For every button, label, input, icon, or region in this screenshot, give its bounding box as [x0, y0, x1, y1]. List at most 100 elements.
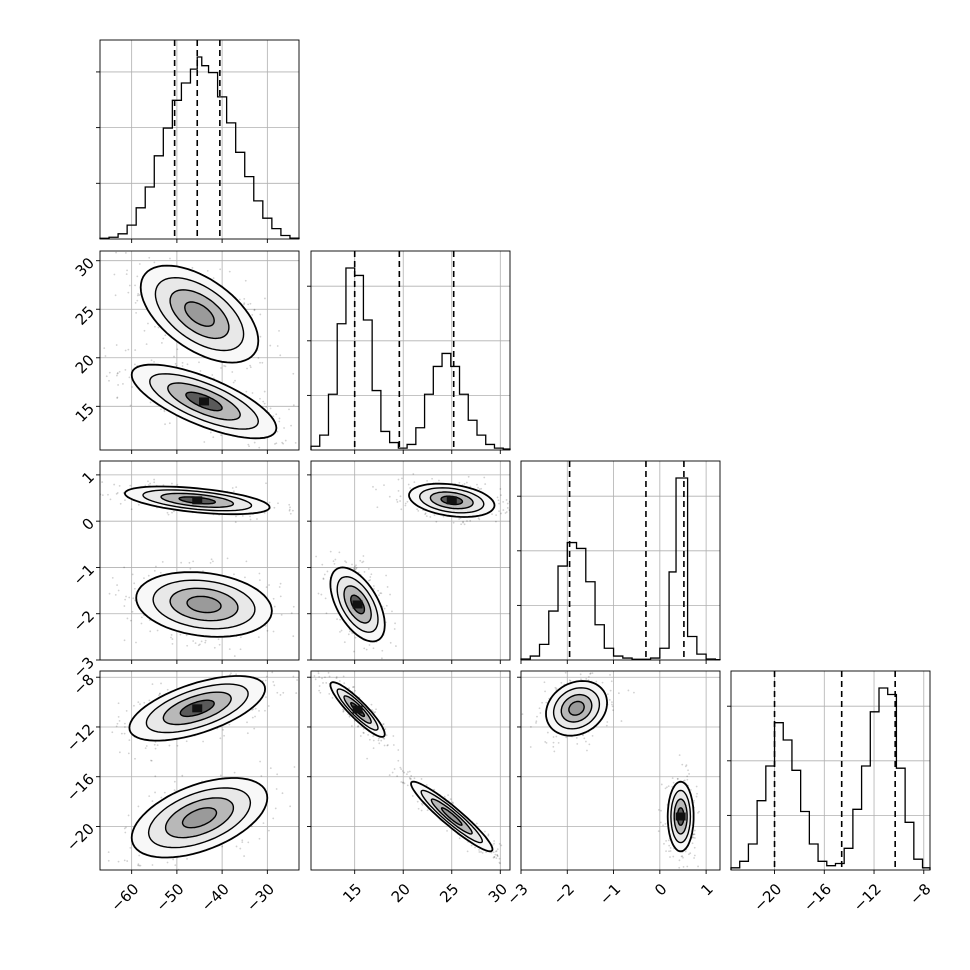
sample-point	[320, 593, 323, 596]
sample-point	[387, 744, 389, 746]
hist-3-background	[731, 671, 930, 870]
sample-point	[388, 774, 391, 777]
sample-point	[176, 483, 179, 486]
sample-point	[254, 715, 256, 718]
sample-point	[496, 854, 499, 857]
sample-point	[171, 642, 174, 645]
sample-point	[689, 788, 692, 791]
sample-point	[375, 488, 377, 491]
sample-point	[362, 731, 365, 734]
sample-point	[412, 473, 415, 475]
sample-point	[101, 494, 104, 496]
sample-point	[529, 725, 532, 728]
sample-point	[664, 822, 667, 825]
sample-point	[268, 584, 270, 586]
density-contour	[186, 595, 222, 614]
sample-point	[689, 852, 692, 855]
sample-point	[212, 277, 215, 279]
sample-point	[698, 810, 700, 813]
sample-point	[678, 754, 681, 757]
sample-point	[328, 693, 331, 695]
sample-point	[228, 648, 231, 651]
sample-point	[254, 707, 257, 710]
sample-point	[408, 777, 411, 779]
sample-point	[318, 689, 321, 692]
sample-point	[686, 865, 689, 868]
pair-0-2-content	[95, 478, 295, 657]
pair-1-3	[307, 668, 511, 874]
sample-point	[292, 404, 295, 407]
sample-point	[353, 567, 356, 569]
sample-point	[424, 513, 427, 516]
sample-point	[241, 457, 243, 459]
sample-point	[362, 560, 365, 563]
sample-point	[245, 560, 248, 563]
sample-point	[219, 268, 222, 271]
x-tick-label: 15	[339, 880, 365, 906]
sample-point	[176, 348, 179, 351]
sample-point	[128, 284, 131, 287]
sample-point	[669, 846, 672, 849]
sample-point	[289, 512, 292, 515]
sample-point	[117, 384, 119, 386]
sample-point	[143, 577, 145, 580]
sample-point	[494, 853, 497, 856]
sample-point	[495, 520, 497, 523]
sample-point	[125, 595, 127, 598]
sample-point	[362, 732, 365, 734]
sample-point	[249, 518, 252, 521]
sample-point	[228, 723, 231, 726]
sample-point	[686, 775, 689, 778]
sample-point	[204, 639, 207, 642]
x-tick-label: −8	[906, 880, 934, 908]
sample-point	[95, 491, 97, 493]
sample-point	[321, 668, 323, 670]
sample-point	[394, 622, 396, 625]
sample-point	[513, 519, 515, 521]
sample-point	[104, 355, 107, 357]
sample-point	[535, 722, 537, 724]
x-tick-label: −1	[596, 880, 624, 908]
sample-point	[124, 349, 127, 352]
sample-point	[435, 520, 438, 523]
sample-point	[124, 831, 127, 834]
sample-point	[469, 519, 472, 522]
sample-point	[259, 361, 261, 364]
sample-point	[545, 701, 548, 704]
sample-point	[314, 678, 317, 681]
sample-point	[694, 837, 696, 839]
sample-point	[167, 513, 170, 516]
sample-point	[609, 689, 612, 692]
hist-2-background	[521, 461, 720, 660]
sample-point	[692, 875, 694, 877]
sample-point	[124, 726, 126, 728]
x-tick-label: 1	[697, 880, 716, 899]
sample-point	[280, 613, 283, 616]
sample-point	[339, 618, 342, 621]
sample-point	[498, 861, 501, 864]
sample-point	[115, 251, 117, 254]
sample-point	[122, 383, 124, 385]
sample-point	[230, 672, 232, 675]
sample-point	[385, 604, 388, 607]
sample-point	[369, 576, 372, 578]
sample-point	[442, 515, 445, 518]
sample-point	[591, 672, 594, 675]
sample-point	[406, 500, 409, 503]
sample-point	[154, 791, 156, 794]
sample-point	[404, 502, 407, 505]
sample-point	[408, 770, 411, 773]
sample-point	[317, 592, 320, 595]
sample-point	[166, 688, 169, 691]
sample-point	[618, 692, 620, 695]
sample-point	[369, 579, 372, 581]
sample-point	[560, 681, 563, 684]
sample-point	[157, 326, 160, 329]
sample-point	[336, 618, 338, 621]
hist-0-background	[100, 40, 299, 239]
sample-point	[264, 624, 267, 627]
sample-point	[668, 844, 671, 847]
sample-point	[404, 504, 407, 507]
sample-point	[354, 689, 356, 692]
sample-point	[382, 723, 384, 726]
